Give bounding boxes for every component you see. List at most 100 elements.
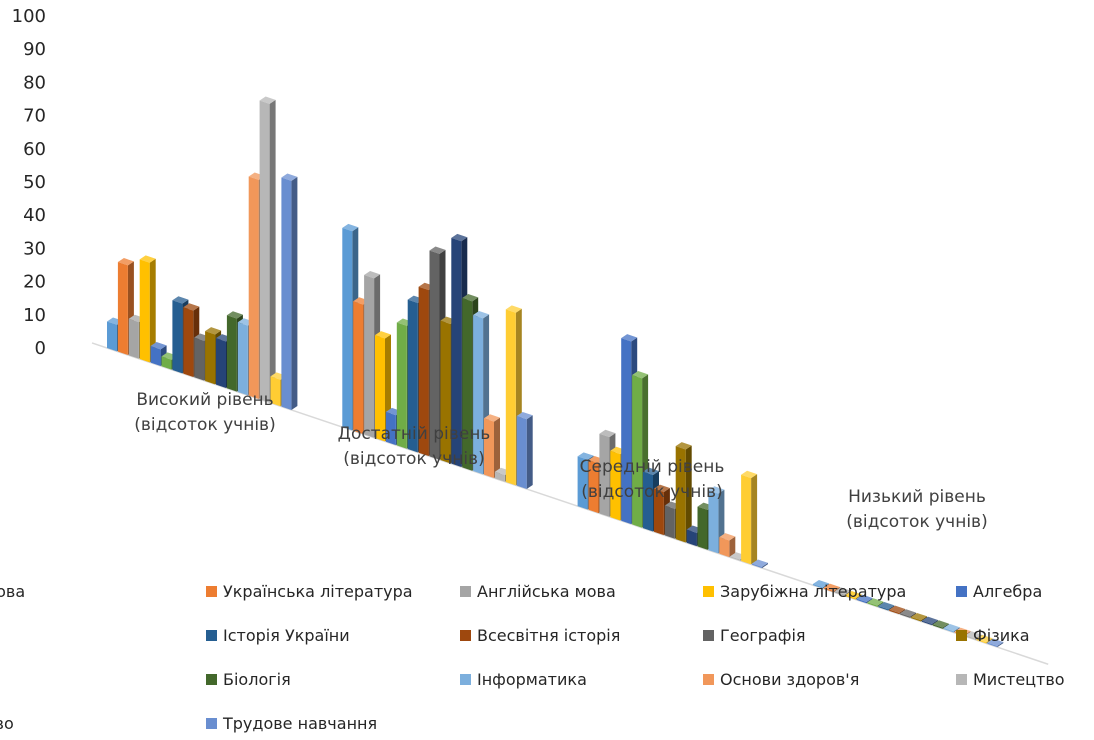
bar-front <box>719 537 730 558</box>
bar-side <box>762 562 768 569</box>
bar-front <box>516 415 527 490</box>
y-axis: 0 10 20 30 40 50 60 70 80 90 100 <box>12 6 46 359</box>
bar-top <box>911 612 927 621</box>
bar-top <box>889 605 906 613</box>
bar-front <box>943 627 954 633</box>
category-label: Низький рівень (відсоток учнів) <box>846 487 987 532</box>
bar-side <box>953 627 960 633</box>
legend-label: Історія України <box>223 626 350 645</box>
bar-side <box>149 258 156 363</box>
bar-side <box>751 474 758 565</box>
bar-front <box>911 616 921 622</box>
bar-front <box>375 335 385 442</box>
y-tick-label: 70 <box>23 106 46 127</box>
bar-front <box>281 177 292 410</box>
bar-top <box>364 271 381 279</box>
bar <box>484 414 500 479</box>
bar-top <box>719 533 736 541</box>
category-label: Середній рівень (відсоток учнів) <box>580 457 725 502</box>
legend-item: Українська мова <box>0 582 25 601</box>
bar-top <box>375 331 391 339</box>
bar-front <box>494 471 505 482</box>
chart-bars <box>107 96 1004 648</box>
bar <box>516 411 533 490</box>
bar-front <box>172 300 183 374</box>
bar <box>889 605 906 615</box>
bar-front <box>856 598 867 604</box>
bar-front <box>834 591 845 596</box>
legend-label: Англійська мова <box>477 582 616 601</box>
bar-top <box>867 598 884 606</box>
bar-front <box>708 490 719 554</box>
legend-item: Зарубіжна література <box>703 582 906 601</box>
bar-side <box>822 583 829 589</box>
bar <box>139 255 156 363</box>
bar-side <box>921 616 927 622</box>
legend-item: Фізика <box>956 626 1030 645</box>
bar-front <box>610 450 621 521</box>
bar-front <box>632 375 643 528</box>
bar-front <box>429 250 440 460</box>
bar-side <box>685 445 692 543</box>
bar-top <box>139 255 156 263</box>
category-label: Високий рівень (відсоток учнів) <box>134 390 275 435</box>
bar-side <box>494 417 500 479</box>
bar-front <box>823 587 834 593</box>
bar-front <box>139 259 150 363</box>
bar-top <box>621 334 638 342</box>
bar-front <box>385 411 396 446</box>
legend-label: Українська література <box>223 582 413 601</box>
legend-swatch <box>956 586 967 597</box>
bar-top <box>473 310 490 319</box>
bar-top <box>516 411 533 420</box>
bar-front <box>932 624 943 629</box>
bar-front <box>621 338 632 525</box>
bar-top <box>834 587 851 595</box>
legend-swatch <box>206 586 217 597</box>
bar-front <box>889 609 900 615</box>
bar-front <box>987 642 998 648</box>
bar-front <box>900 613 911 618</box>
bar-front <box>183 307 194 377</box>
bar-front <box>484 418 494 479</box>
bar <box>719 533 736 558</box>
bar-top <box>117 258 134 266</box>
bar-side <box>866 597 873 604</box>
legend-item: Англійська мова <box>460 582 616 601</box>
bar <box>900 609 917 618</box>
bar-side <box>997 641 1004 648</box>
bar <box>823 583 840 593</box>
legend-item: Основи здоров'я <box>703 670 859 689</box>
bar-top <box>505 305 522 313</box>
legend-label: Основи здоров'я <box>720 670 859 689</box>
bar <box>943 623 960 633</box>
bar-top <box>281 173 298 181</box>
bar <box>976 634 993 644</box>
bar-side <box>844 590 851 596</box>
y-tick-label: 30 <box>23 238 46 259</box>
legend-swatch <box>703 674 714 685</box>
bar-front <box>128 318 139 359</box>
y-tick-label: 10 <box>23 305 46 326</box>
legend-item: Мистецтво <box>956 670 1065 689</box>
bar-front <box>588 459 599 514</box>
legend-label: Алгебра <box>973 582 1042 601</box>
bar-front <box>752 563 762 569</box>
legend-swatch <box>460 630 471 641</box>
bar-top <box>342 223 359 232</box>
bar-top <box>823 583 840 592</box>
y-tick-label: 20 <box>23 272 46 293</box>
bar <box>867 598 884 607</box>
bar-front <box>643 471 653 532</box>
bar <box>675 442 692 543</box>
bar-front <box>686 529 697 547</box>
bar-side <box>899 608 906 615</box>
bar-top <box>577 452 594 460</box>
bar-top <box>183 303 200 311</box>
bar-front <box>237 322 248 396</box>
bar-top <box>259 96 276 104</box>
y-tick-label: 100 <box>12 6 46 27</box>
legend-item: Всесвітня історія <box>460 626 620 645</box>
bar-front <box>462 298 473 471</box>
